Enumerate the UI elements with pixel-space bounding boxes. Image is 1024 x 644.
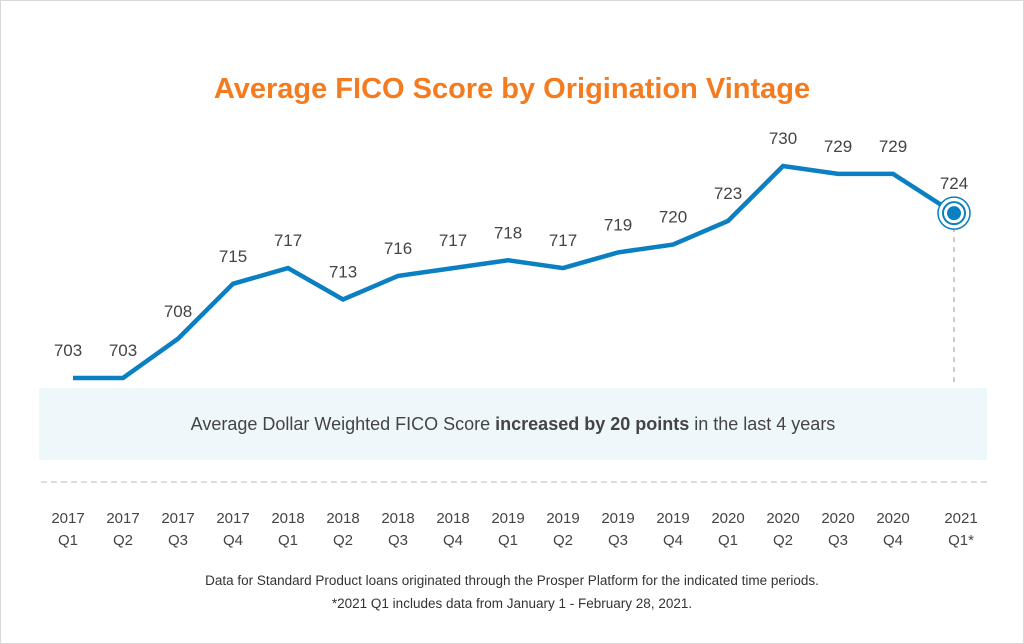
data-label: 724 [940, 174, 968, 193]
data-label: 716 [384, 239, 412, 258]
x-tick-label: Q4 [223, 532, 243, 549]
x-tick-label: 2019 [546, 510, 579, 527]
x-tick-label: 2017 [106, 510, 139, 527]
data-label: 729 [879, 137, 907, 156]
data-label: 717 [439, 231, 467, 250]
x-tick-label: Q2 [773, 532, 793, 549]
data-label: 713 [329, 263, 357, 282]
callout-text: Average Dollar Weighted FICO Score incre… [39, 388, 987, 460]
data-label: 717 [549, 231, 577, 250]
x-tick-label: Q1 [498, 532, 518, 549]
footnote-1: Data for Standard Product loans originat… [205, 573, 819, 588]
x-tick-label: Q2 [113, 532, 133, 549]
footnote-2: *2021 Q1 includes data from January 1 - … [331, 596, 693, 611]
callout-after: in the last 4 years [689, 414, 836, 434]
x-tick-label: Q3 [388, 532, 408, 549]
callout-before: Average Dollar Weighted FICO Score [190, 414, 496, 434]
data-label: 720 [659, 208, 687, 227]
data-label: 717 [274, 231, 302, 250]
callout-bold: increased by 20 points [495, 414, 690, 434]
x-tick-label: 2019 [491, 510, 524, 527]
axis-separator [41, 481, 987, 483]
data-label: 723 [714, 184, 742, 203]
x-tick-label: 2018 [436, 510, 469, 527]
x-tick-label: Q1 [278, 532, 298, 549]
x-tick-label: Q1 [718, 532, 738, 549]
x-tick-label: Q4 [883, 532, 903, 549]
x-tick-label: 2018 [326, 510, 359, 527]
x-tick-label: Q3 [168, 532, 188, 549]
data-label: 703 [54, 341, 82, 360]
series-line [73, 163, 956, 381]
data-label: 703 [109, 341, 137, 360]
data-label: 708 [164, 302, 192, 321]
x-tick-label: Q3 [608, 532, 628, 549]
x-tick-label: 2018 [271, 510, 304, 527]
x-tick-label: 2017 [216, 510, 249, 527]
x-tick-label: Q3 [828, 532, 848, 549]
x-tick-label: 2021 [944, 510, 977, 527]
x-tick-label: 2020 [821, 510, 854, 527]
x-tick-label: Q4 [663, 532, 683, 549]
data-label: 719 [604, 215, 632, 234]
data-label: 730 [769, 129, 797, 148]
x-tick-label: Q1* [948, 532, 974, 549]
x-tick-label: Q1 [58, 532, 78, 549]
data-label: 729 [824, 137, 852, 156]
data-label: 718 [494, 223, 522, 242]
x-tick-label: 2017 [161, 510, 194, 527]
x-tick-label: 2018 [381, 510, 414, 527]
chart-title: Average FICO Score by Origination Vintag… [213, 73, 811, 105]
x-tick-label: 2020 [711, 510, 744, 527]
x-tick-label: Q2 [553, 532, 573, 549]
highlight-point [947, 206, 961, 221]
x-tick-label: 2019 [601, 510, 634, 527]
x-tick-label: 2020 [876, 510, 909, 527]
x-tick-label: Q2 [333, 532, 353, 549]
x-tick-label: 2020 [766, 510, 799, 527]
callout-band: Average Dollar Weighted FICO Score incre… [39, 388, 987, 460]
data-label: 715 [219, 247, 247, 266]
x-tick-label: 2017 [51, 510, 84, 527]
x-tick-label: Q4 [443, 532, 463, 549]
x-tick-label: 2019 [656, 510, 689, 527]
